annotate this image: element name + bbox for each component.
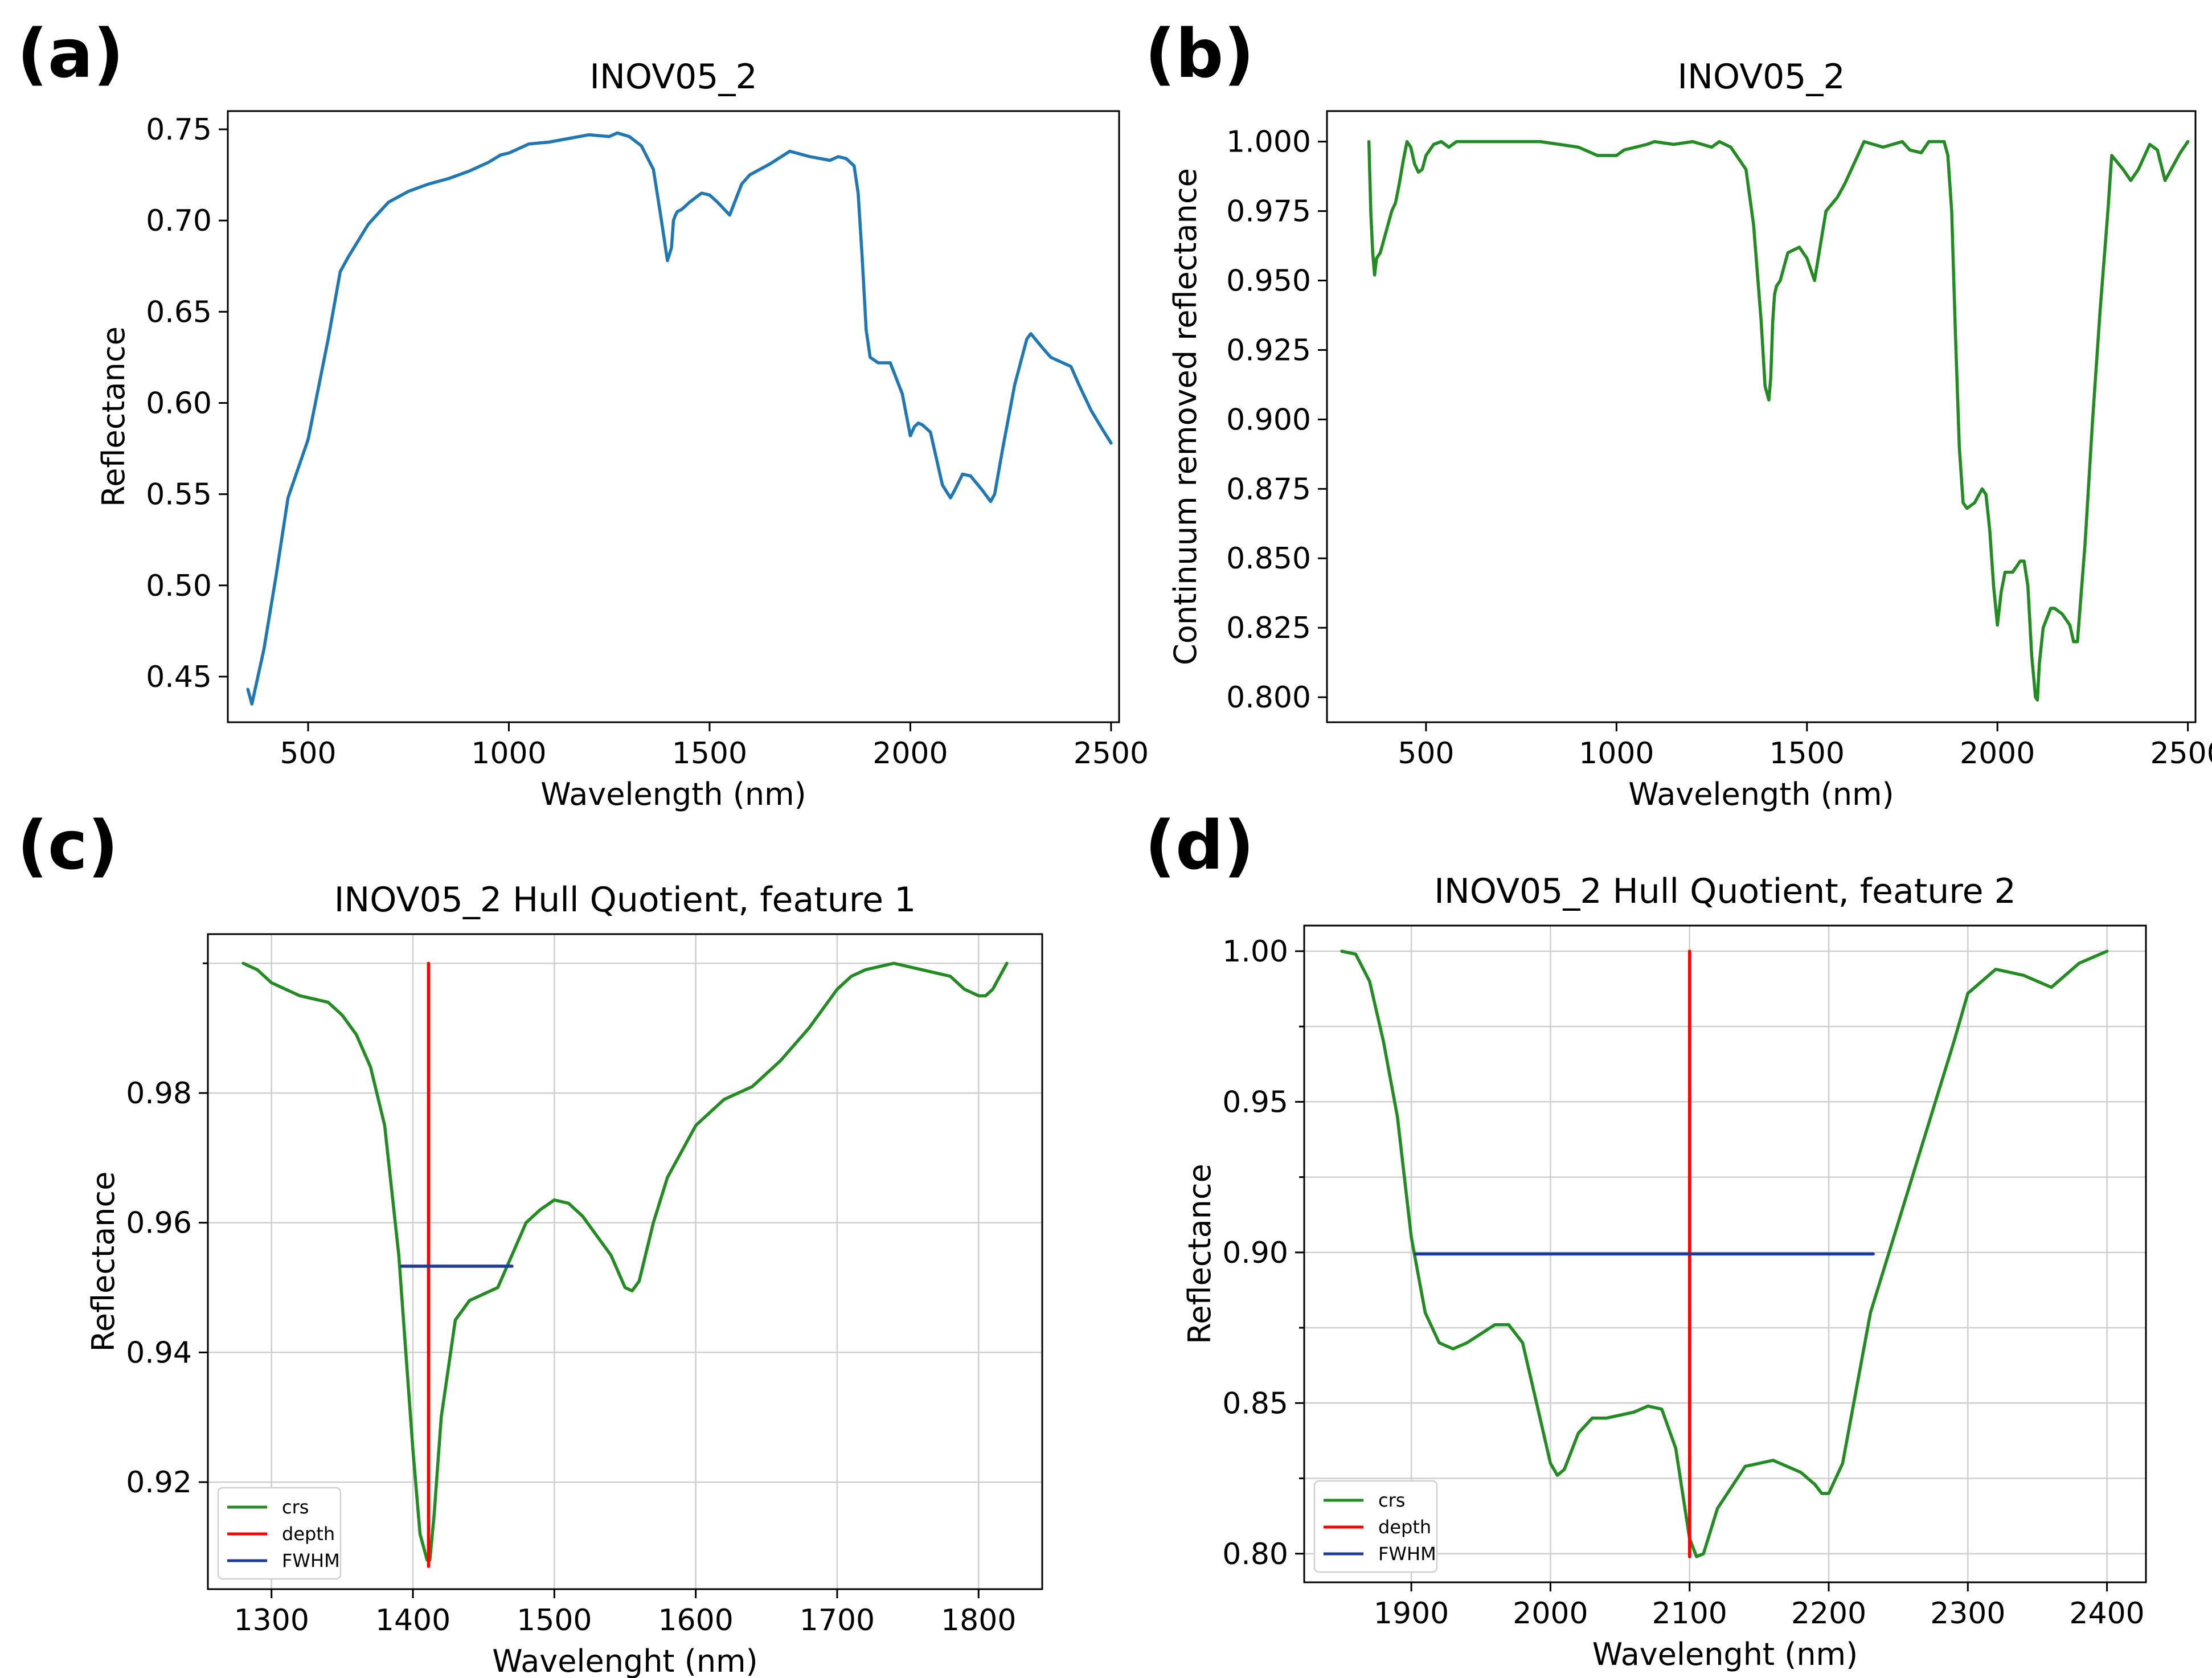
x-tick-label: 2200	[1791, 1597, 1866, 1631]
y-tick-label: 0.825	[1226, 611, 1311, 645]
y-tick-label: 1.000	[1226, 125, 1311, 159]
y-tick-label: 0.925	[1226, 333, 1311, 367]
chart-title: INOV05_2	[589, 57, 757, 97]
legend-label-depth: depth	[1378, 1516, 1431, 1538]
legend: crs depth FWHM	[217, 1487, 342, 1580]
chart-panel-c: (c) INOV05_2 Hull Quotient, feature 1 1300…	[17, 806, 1043, 1678]
legend: crs depth FWHM	[1313, 1480, 1438, 1573]
x-tick-label: 2300	[1930, 1597, 2005, 1631]
x-tick-label: 1800	[941, 1603, 1016, 1638]
plot-frame	[227, 110, 1120, 723]
chart-panel-b: (b) INOV05_2 500 1000 1500 2000 2500 0.800 0.825…	[1145, 14, 2212, 812]
series-line-crs	[241, 961, 1009, 1562]
x-tick-label: 1400	[375, 1603, 450, 1638]
y-tick-label: 0.85	[1222, 1386, 1288, 1421]
y-tick-label: 0.90	[1222, 1236, 1288, 1270]
y-axis-label: Continuum removed reflectance	[1168, 168, 1203, 665]
y-tick-label: 0.92	[126, 1466, 192, 1500]
y-tick-label: 0.60	[146, 386, 212, 420]
y-tick-label: 0.80	[1222, 1537, 1288, 1571]
panel-label: (b)	[1145, 14, 1254, 93]
x-axis-label: Wavelenght (nm)	[492, 1643, 757, 1678]
x-tick-label: 1600	[658, 1603, 733, 1638]
chart-panel-d: (d) INOV05_2 Hull Quotient, feature 2 1900…	[1145, 806, 2147, 1672]
legend-box	[1313, 1480, 1438, 1573]
x-tick-label: 2100	[1652, 1597, 1727, 1631]
y-tick-label: 0.98	[126, 1077, 192, 1111]
legend-label-crs: crs	[282, 1496, 309, 1518]
chart-title: INOV05_2 Hull Quotient, feature 1	[334, 880, 916, 920]
legend-label-fwhm: FWHM	[282, 1550, 340, 1571]
legend-label-crs: crs	[1378, 1489, 1405, 1511]
x-tick-label: 1900	[1374, 1597, 1449, 1631]
chart-panel-a: (a) INOV05_2 500 1000 1500 2000 2500 0.45 0.50 0.…	[17, 14, 1149, 812]
x-tick-label: 1500	[672, 736, 747, 771]
x-tick-label: 1000	[1579, 736, 1654, 771]
y-tick-label: 1.00	[1222, 935, 1288, 969]
y-tick-label: 0.875	[1226, 472, 1311, 506]
legend-label-depth: depth	[282, 1523, 335, 1545]
x-axis-label: Wavelenght (nm)	[1592, 1636, 1858, 1672]
panel-label: (a)	[17, 14, 124, 93]
legend-box	[217, 1487, 342, 1580]
panel-label: (d)	[1145, 806, 1254, 885]
x-tick-label: 2000	[872, 736, 948, 771]
x-tick-label: 2000	[1513, 1597, 1588, 1631]
y-tick-label: 0.65	[146, 295, 212, 329]
x-tick-label: 500	[1398, 736, 1454, 771]
y-tick-label: 0.45	[146, 660, 212, 694]
x-tick-label: 2000	[1960, 736, 2035, 771]
y-tick-label: 0.55	[146, 478, 212, 512]
x-tick-label: 2400	[2069, 1597, 2144, 1631]
plot-frame	[1326, 110, 2197, 723]
y-tick-label: 0.96	[126, 1206, 192, 1241]
x-tick-label: 500	[280, 736, 336, 771]
y-tick-label: 0.94	[126, 1336, 192, 1370]
y-tick-label: 0.900	[1226, 403, 1311, 437]
y-tick-label: 0.70	[146, 204, 212, 238]
x-tick-label: 2500	[1074, 736, 1149, 771]
x-tick-label: 1500	[1769, 736, 1845, 771]
y-tick-label: 0.950	[1226, 264, 1311, 298]
y-axis-label: Reflectance	[1182, 1164, 1218, 1344]
legend-label-fwhm: FWHM	[1378, 1543, 1436, 1565]
series-line-crs	[1340, 949, 2109, 1558]
y-tick-label: 0.75	[146, 113, 212, 147]
y-tick-label: 0.800	[1226, 681, 1311, 715]
plot-frame	[1303, 924, 2147, 1583]
x-tick-label: 1300	[234, 1603, 309, 1638]
x-tick-label: 2500	[2150, 736, 2212, 771]
chart-title: INOV05_2	[1677, 57, 1845, 97]
x-tick-label: 1700	[800, 1603, 875, 1638]
panel-label: (c)	[17, 806, 118, 885]
x-tick-label: 1000	[471, 736, 546, 771]
y-tick-label: 0.95	[1222, 1085, 1288, 1119]
x-axis-label: Wavelength (nm)	[1628, 776, 1894, 812]
y-tick-label: 0.975	[1226, 195, 1311, 229]
series-line-continuum-removed	[1367, 140, 2190, 702]
x-tick-label: 1500	[517, 1603, 592, 1638]
y-axis-label: Reflectance	[96, 326, 132, 507]
series-line-reflectance	[246, 131, 1113, 706]
y-tick-label: 0.850	[1226, 542, 1311, 576]
chart-title: INOV05_2 Hull Quotient, feature 2	[1434, 871, 2016, 911]
y-axis-label: Reflectance	[85, 1172, 121, 1352]
y-tick-label: 0.50	[146, 569, 212, 603]
plot-frame	[207, 933, 1043, 1590]
x-axis-label: Wavelength (nm)	[540, 776, 806, 812]
